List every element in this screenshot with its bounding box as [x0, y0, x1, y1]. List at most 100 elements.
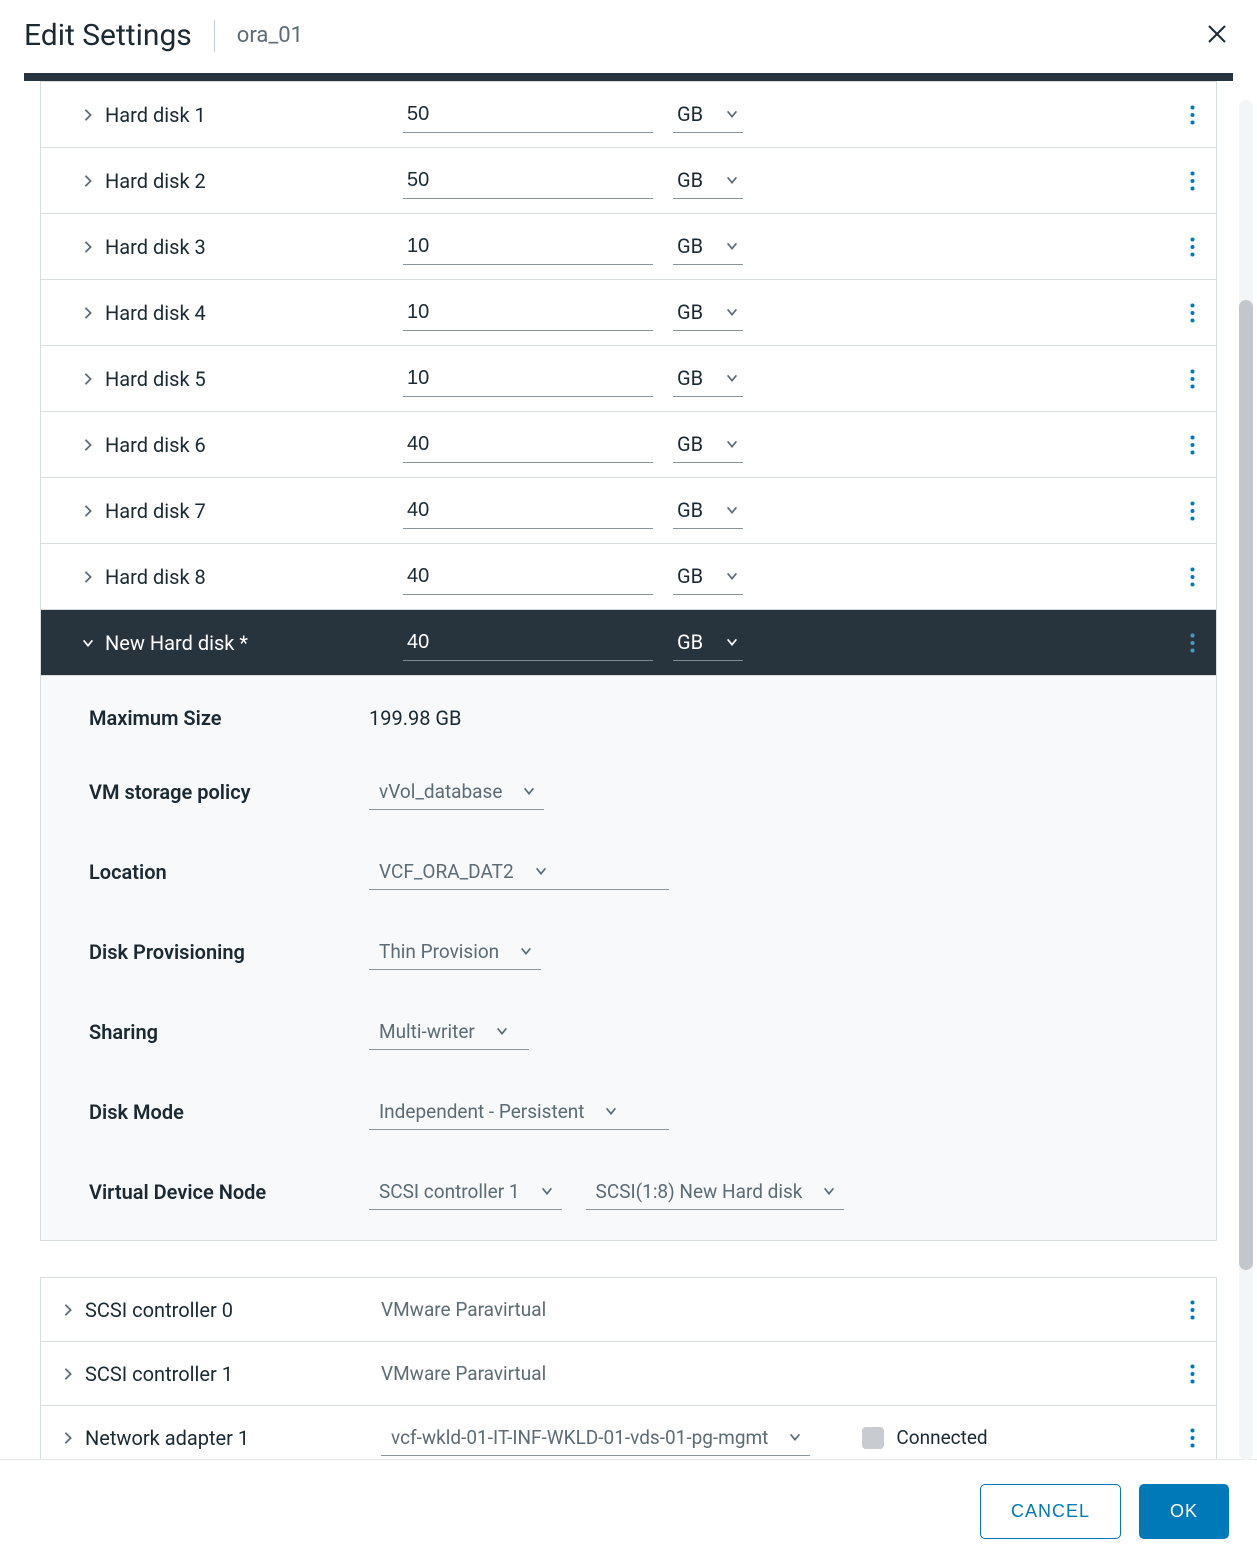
chevron-right-icon[interactable] [81, 438, 95, 452]
new-hard-disk-row: New Hard disk * GB [41, 609, 1216, 675]
kebab-icon[interactable] [1180, 631, 1204, 655]
hard-disk-row: Hard disk 2 GB [41, 147, 1216, 213]
chevron-right-icon[interactable] [81, 372, 95, 386]
max-size-value: 199.98 GB [369, 706, 1216, 730]
disk-unit-select[interactable]: GB [673, 360, 743, 397]
new-disk-size-input[interactable] [403, 625, 653, 661]
chevron-down-icon [522, 780, 536, 803]
chevron-right-icon[interactable] [81, 306, 95, 320]
chevron-down-icon [725, 432, 739, 456]
disk-size-input[interactable] [403, 163, 653, 199]
chevron-right-icon[interactable] [81, 570, 95, 584]
chevron-down-icon [725, 564, 739, 588]
chevron-down-icon [540, 1180, 554, 1203]
hard-disk-row: Hard disk 7 GB [41, 477, 1216, 543]
close-icon[interactable] [1205, 22, 1229, 51]
kebab-icon[interactable] [1180, 1298, 1204, 1322]
checkbox-box [862, 1427, 884, 1449]
disk-name: Hard disk 4 [105, 301, 206, 325]
disk-size-input[interactable] [403, 493, 653, 529]
disk-unit-select[interactable]: GB [673, 492, 743, 529]
disk-name: Hard disk 7 [105, 499, 206, 523]
kebab-icon[interactable] [1180, 499, 1204, 523]
chevron-right-icon[interactable] [81, 504, 95, 518]
scsi-controller-row: SCSI controller 1 VMware Paravirtual [41, 1342, 1216, 1406]
provisioning-label: Disk Provisioning [89, 940, 369, 964]
chevron-right-icon[interactable] [81, 108, 95, 122]
provisioning-select[interactable]: Thin Provision [369, 934, 541, 970]
vdn-slot-select[interactable]: SCSI(1:8) New Hard disk [586, 1174, 845, 1210]
kebab-icon[interactable] [1180, 433, 1204, 457]
network-select[interactable]: vcf-wkld-01-IT-INF-WKLD-01-vds-01-pg-mgm… [381, 1420, 810, 1456]
chevron-right-icon[interactable] [81, 174, 95, 188]
chevron-down-icon [725, 168, 739, 192]
disk-name: Hard disk 2 [105, 169, 206, 193]
chevron-down-icon [604, 1100, 618, 1123]
new-disk-details: Maximum Size 199.98 GB VM storage policy… [41, 675, 1216, 1240]
disk-unit-select[interactable]: GB [673, 426, 743, 463]
disk-unit-select[interactable]: GB [673, 96, 743, 133]
dialog-title: Edit Settings [24, 18, 192, 53]
chevron-right-icon[interactable] [61, 1303, 75, 1317]
sharing-label: Sharing [89, 1020, 369, 1044]
header-divider [214, 20, 215, 52]
controller-type: VMware Paravirtual [381, 1362, 1144, 1385]
disk-mode-select[interactable]: Independent - Persistent [369, 1094, 669, 1130]
new-disk-name: New Hard disk * [105, 631, 248, 655]
disk-unit-select[interactable]: GB [673, 162, 743, 199]
connected-checkbox[interactable]: Connected [862, 1426, 987, 1449]
chevron-right-icon[interactable] [61, 1367, 75, 1381]
ok-button[interactable]: OK [1139, 1484, 1229, 1539]
top-accent-bar [24, 73, 1233, 81]
disk-unit-select[interactable]: GB [673, 228, 743, 265]
network-adapter-row: Network adapter 1 vcf-wkld-01-IT-INF-WKL… [41, 1406, 1216, 1459]
chevron-right-icon[interactable] [61, 1431, 75, 1445]
scrollbar-thumb[interactable] [1239, 300, 1253, 1270]
storage-policy-select[interactable]: vVol_database [369, 774, 544, 810]
kebab-icon[interactable] [1180, 235, 1204, 259]
disk-name: Hard disk 6 [105, 433, 206, 457]
hard-disk-row: Hard disk 3 GB [41, 213, 1216, 279]
kebab-icon[interactable] [1180, 301, 1204, 325]
vdn-controller-select[interactable]: SCSI controller 1 [369, 1174, 562, 1210]
disk-size-input[interactable] [403, 229, 653, 265]
disk-size-input[interactable] [403, 361, 653, 397]
hard-disk-row: Hard disk 6 GB [41, 411, 1216, 477]
kebab-icon[interactable] [1180, 103, 1204, 127]
hard-disk-row: Hard disk 5 GB [41, 345, 1216, 411]
disk-size-input[interactable] [403, 427, 653, 463]
kebab-icon[interactable] [1180, 169, 1204, 193]
disk-size-input[interactable] [403, 559, 653, 595]
chevron-right-icon[interactable] [81, 240, 95, 254]
chevron-down-icon [788, 1426, 802, 1449]
disk-unit-select[interactable]: GB [673, 294, 743, 331]
disk-size-input[interactable] [403, 97, 653, 133]
disk-name: Hard disk 3 [105, 235, 206, 259]
kebab-icon[interactable] [1180, 367, 1204, 391]
kebab-icon[interactable] [1180, 565, 1204, 589]
dialog-content: Hard disk 1 GB Hard disk 2 GB Hard disk [0, 81, 1257, 1459]
other-devices-list: SCSI controller 0 VMware Paravirtual SCS… [40, 1277, 1217, 1459]
hard-disk-row: Hard disk 8 GB [41, 543, 1216, 609]
storage-policy-label: VM storage policy [89, 780, 369, 804]
sharing-select[interactable]: Multi-writer [369, 1014, 529, 1050]
disk-size-input[interactable] [403, 295, 653, 331]
dialog-footer: CANCEL OK [0, 1459, 1257, 1567]
new-disk-unit-select[interactable]: GB [673, 624, 743, 661]
chevron-down-icon[interactable] [81, 636, 95, 650]
kebab-icon[interactable] [1180, 1426, 1204, 1450]
kebab-icon[interactable] [1180, 1362, 1204, 1386]
chevron-down-icon [519, 940, 533, 963]
edit-settings-dialog: Edit Settings ora_01 Hard disk 1 GB [0, 0, 1257, 1567]
max-size-label: Maximum Size [89, 706, 369, 730]
cancel-button[interactable]: CANCEL [980, 1484, 1121, 1539]
chevron-down-icon [725, 234, 739, 258]
location-select[interactable]: VCF_ORA_DAT2 [369, 854, 669, 890]
controller-type: VMware Paravirtual [381, 1298, 1144, 1321]
scsi-controller-row: SCSI controller 0 VMware Paravirtual [41, 1278, 1216, 1342]
disk-unit-select[interactable]: GB [673, 558, 743, 595]
chevron-down-icon [725, 102, 739, 126]
connected-label: Connected [896, 1426, 987, 1449]
chevron-down-icon [534, 860, 548, 883]
chevron-down-icon [822, 1180, 836, 1203]
